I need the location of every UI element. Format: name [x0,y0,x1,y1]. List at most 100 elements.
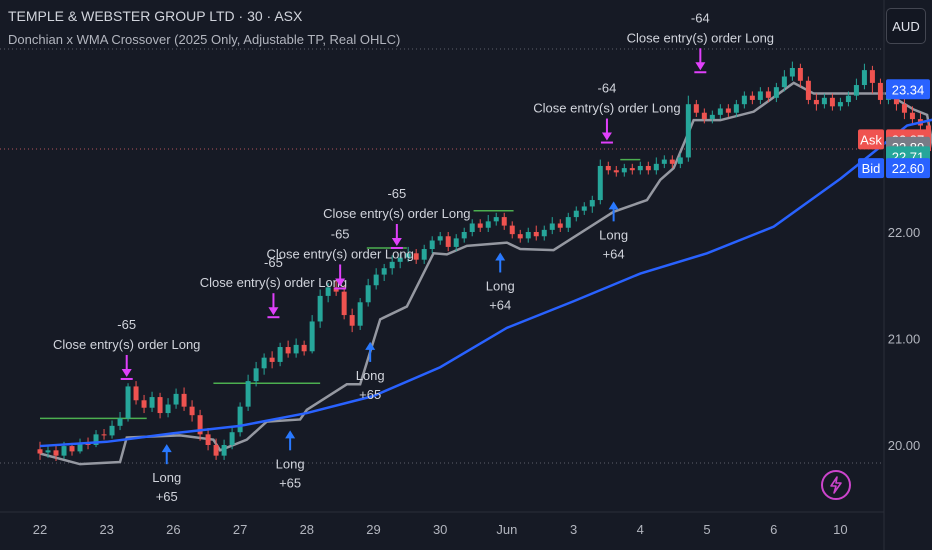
candle-body [741,95,747,105]
candle-body [173,393,179,405]
candle-body [669,159,675,164]
candle-body [213,445,219,456]
candle-body [901,104,907,113]
candle-body [53,450,59,456]
candle-body [261,357,267,369]
candle-body [821,97,827,105]
candle-body [397,257,403,262]
candle-body [509,225,515,235]
candle-body [405,253,411,258]
price-tag-label: Bid [862,161,881,176]
entry-arrow [608,201,619,210]
candle-body [581,206,587,211]
candle-body [909,112,915,120]
candle-body [341,291,347,316]
candle-body [253,368,259,382]
candle-body [829,97,835,107]
candle-body [245,381,251,407]
donchian-line [39,81,932,466]
candle-body [189,406,195,416]
candle-body [453,238,459,247]
close-label: Close entry(s) order Long [200,275,347,290]
close-label: Close entry(s) order Long [323,206,470,221]
candle-body [45,450,51,453]
entry-label: Long [486,278,515,293]
candle-body [493,217,499,222]
candle-body [517,234,523,239]
x-tick-label: 23 [99,522,113,537]
entry-label: Long [152,470,181,485]
candle-body [773,87,779,98]
x-tick-label: 22 [33,522,47,537]
candle-body [653,163,659,171]
candle-body [573,210,579,218]
candle-body [477,223,483,228]
candle-body [381,268,387,275]
candle-body [237,406,243,433]
close-qty: -64 [598,81,617,96]
close-label: Close entry(s) order Long [53,337,200,352]
candle-body [501,217,507,226]
candle-body [629,168,635,171]
entry-label: Long [276,456,305,471]
candle-body [861,70,867,86]
candle-body [525,232,531,239]
candle-body [301,344,307,352]
candle-body [717,108,723,115]
indicator-title: Donchian x WMA Crossover (2025 Only, Adj… [8,32,401,47]
close-qty: -64 [691,10,710,25]
candle-body [733,104,739,113]
candle-body [117,418,123,426]
candle-body [269,357,275,362]
candle-body [357,302,363,326]
chart-title: TEMPLE & WEBSTER GROUP LTD · 30 · ASX [8,8,303,24]
candle-body [421,249,427,260]
candle-body [109,425,115,436]
candle-body [205,434,211,445]
entry-arrow [161,444,172,453]
close-arrow [601,132,612,141]
candle-body [181,393,187,407]
entry-arrow [285,430,296,439]
lightning-icon[interactable] [821,470,851,500]
candle-body [685,104,691,158]
candle-body [365,285,371,303]
x-tick-label: 26 [166,522,180,537]
close-qty: -65 [117,317,136,332]
candle-body [533,232,539,237]
x-tick-label: 28 [300,522,314,537]
entry-arrow [365,341,376,350]
candle-body [805,80,811,100]
price-tag-value: 23.34 [892,82,925,97]
candle-body [373,274,379,286]
candle-body [877,82,883,100]
x-tick-label: 6 [770,522,777,537]
close-qty: -65 [264,255,283,270]
candle-body [285,347,291,354]
wma-line [39,118,932,448]
candle-body [749,95,755,100]
candle-body [77,442,83,452]
candle-body [429,240,435,250]
candle-body [853,85,859,96]
candle-body [565,217,571,228]
candle-body [605,165,611,171]
price-tag-value: 22.60 [892,161,925,176]
candle-body [141,400,147,408]
x-tick-label: Jun [496,522,517,537]
entry-label: Long [356,368,385,383]
candle-body [325,287,331,296]
close-label: Close entry(s) order Long [627,30,774,45]
candle-body [309,321,315,352]
candle-body [597,165,603,201]
x-tick-label: 3 [570,522,577,537]
entry-qty: +65 [279,475,301,490]
close-arrow [335,278,346,287]
candle-body [157,397,163,414]
close-label: Close entry(s) order Long [266,246,413,261]
currency-button[interactable]: AUD [886,8,926,44]
candle-body [69,446,75,452]
entry-qty: +65 [156,489,178,504]
candle-body [333,287,339,292]
